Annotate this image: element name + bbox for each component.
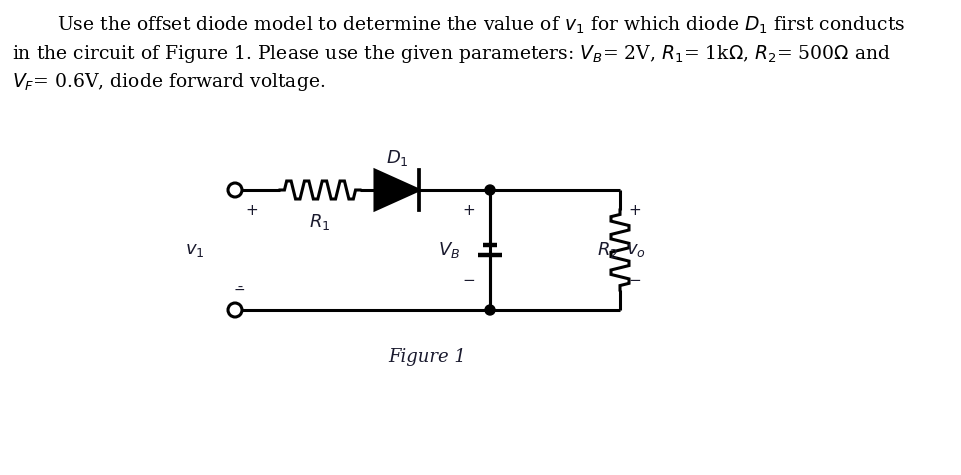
Text: $R_2$: $R_2$ [596, 240, 617, 260]
Text: $R_1$: $R_1$ [309, 212, 331, 232]
Text: $v_1$: $v_1$ [185, 241, 205, 259]
Text: $D_1$: $D_1$ [385, 148, 407, 168]
Text: Use the offset diode model to determine the value of $v_1$ for which diode $D_1$: Use the offset diode model to determine … [57, 15, 904, 36]
Text: $-$: $-$ [461, 272, 475, 286]
Text: $V_F$= 0.6V, diode forward voltage.: $V_F$= 0.6V, diode forward voltage. [12, 71, 325, 93]
Text: $v_o$: $v_o$ [626, 241, 645, 259]
Circle shape [484, 305, 495, 315]
Text: $+$: $+$ [628, 204, 640, 218]
Text: $\bar{-}$: $\bar{-}$ [233, 282, 245, 296]
Circle shape [484, 185, 495, 195]
Text: in the circuit of Figure 1. Please use the given parameters: $V_B$= 2V, $R_1$= 1: in the circuit of Figure 1. Please use t… [12, 43, 890, 65]
Text: $+$: $+$ [245, 204, 258, 218]
Text: Figure 1: Figure 1 [388, 348, 466, 366]
Polygon shape [375, 170, 419, 210]
Text: $V_B$: $V_B$ [437, 240, 459, 260]
Text: $+$: $+$ [461, 204, 475, 218]
Text: $-$: $-$ [628, 272, 640, 286]
